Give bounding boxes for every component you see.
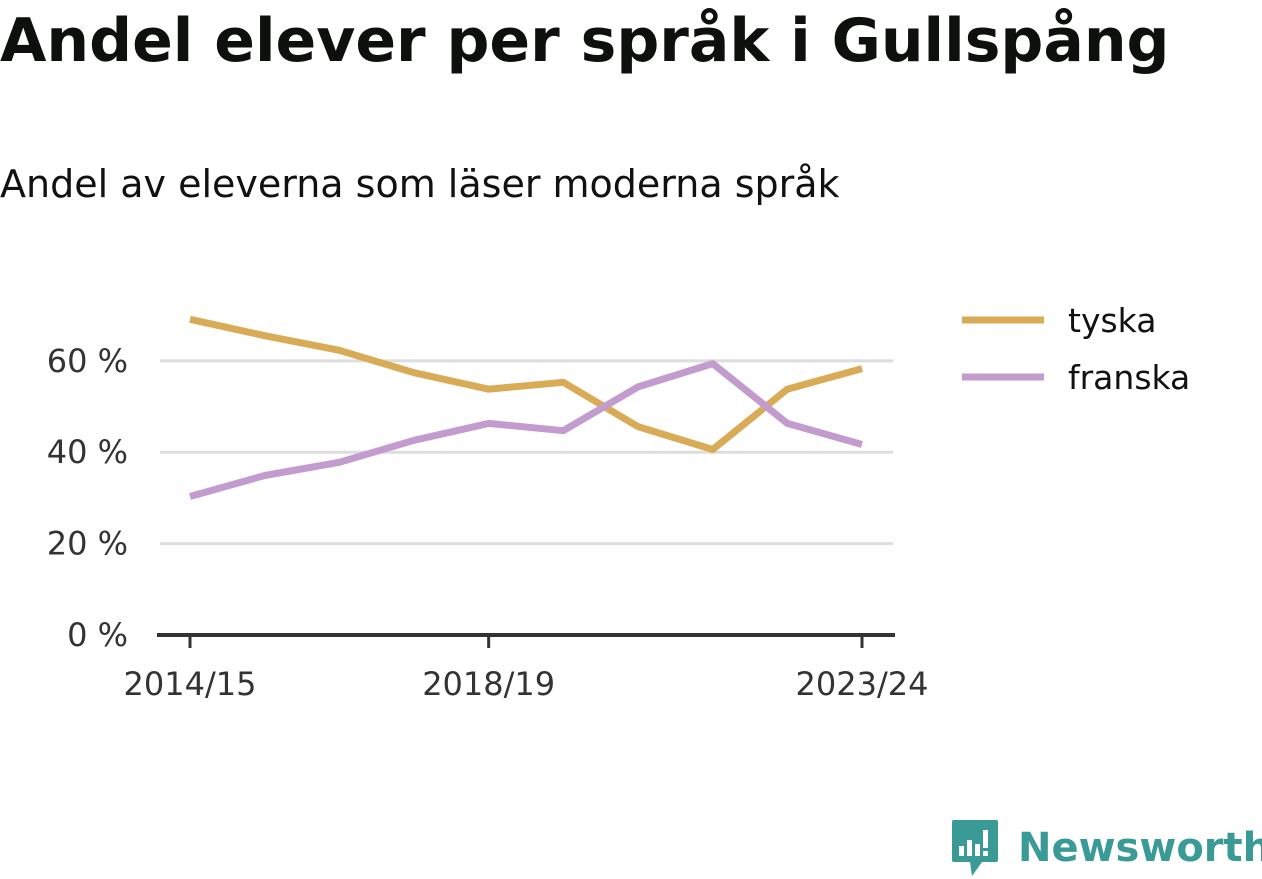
newsworthy-logo: Newsworthy	[950, 818, 1262, 878]
x-axis-ticks: 2014/15 2018/19 2023/24	[124, 635, 929, 703]
x-tick-label: 2014/15	[124, 665, 257, 703]
legend-label-tyska: tyska	[1068, 301, 1156, 340]
page-title: Andel elever per språk i Gullspång	[0, 6, 1170, 76]
gridlines	[160, 359, 893, 546]
legend-label-franska: franska	[1068, 358, 1190, 397]
newsworthy-chat-bars-icon	[952, 820, 998, 876]
x-tick-label: 2018/19	[422, 665, 555, 703]
y-tick-label: 0 %	[67, 616, 128, 654]
series-line-tyska	[189, 315, 863, 453]
legend: tyska franska	[962, 301, 1190, 397]
y-tick-label: 40 %	[47, 433, 128, 471]
y-tick-label: 20 %	[47, 525, 128, 563]
y-tick-label: 60 %	[47, 342, 128, 380]
page-subtitle: Andel av eleverna som läser moderna språ…	[0, 162, 840, 206]
y-axis-ticks: 0 % 20 % 40 % 60 %	[47, 342, 128, 654]
x-tick-label: 2023/24	[796, 665, 929, 703]
series-line-franska	[189, 360, 863, 500]
brand-name: Newsworthy	[1018, 825, 1262, 871]
series-lines	[189, 315, 863, 500]
